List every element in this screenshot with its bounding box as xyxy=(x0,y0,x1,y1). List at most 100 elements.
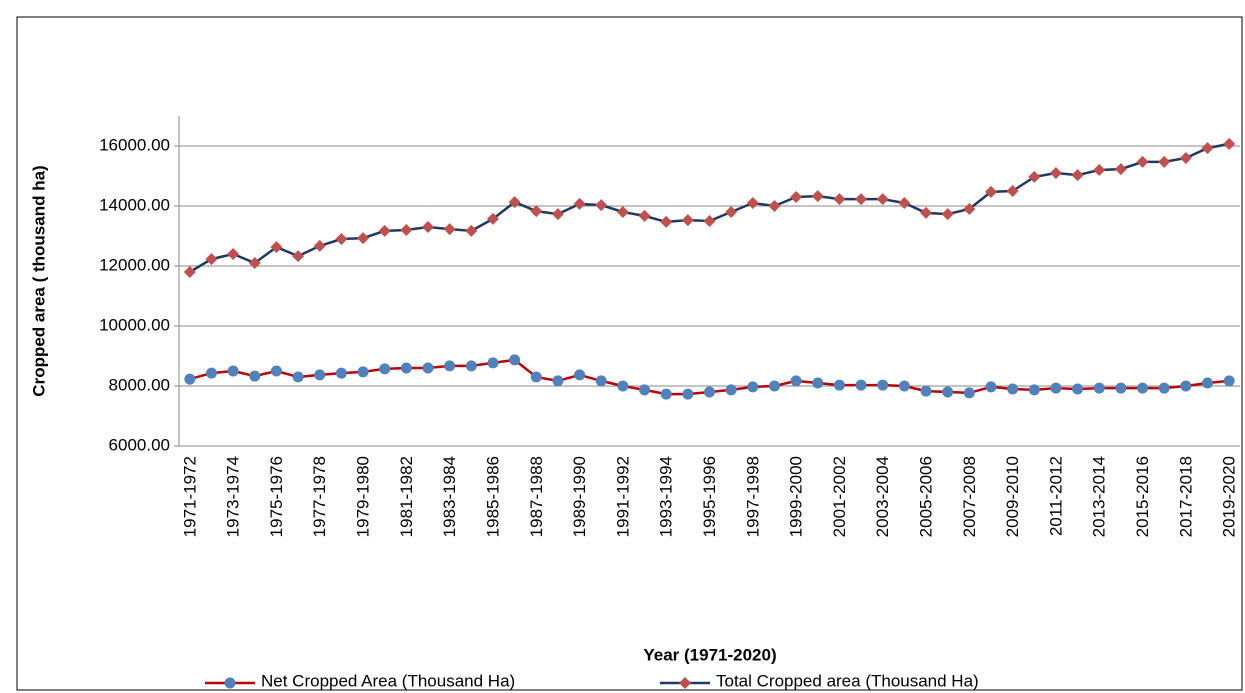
data-point xyxy=(855,379,867,391)
x-tick-label: 1999-2000 xyxy=(787,456,806,537)
data-point xyxy=(1006,185,1019,197)
data-point xyxy=(985,381,997,393)
data-point xyxy=(984,185,997,198)
data-point xyxy=(963,387,975,399)
data-point xyxy=(790,375,802,387)
data-point xyxy=(270,365,282,377)
legend-marker xyxy=(679,677,691,689)
legend-marker xyxy=(224,677,236,689)
data-point xyxy=(595,199,608,212)
legend-label: Total Cropped area (Thousand Ha) xyxy=(716,671,979,690)
y-tick-label: 10000.00 xyxy=(99,315,170,334)
x-tick-label: 2007-2008 xyxy=(960,456,979,537)
data-point xyxy=(205,253,218,266)
data-point xyxy=(378,224,391,237)
data-point xyxy=(855,193,868,206)
x-tick-label: 1995-1996 xyxy=(700,456,719,537)
data-point xyxy=(1137,382,1149,394)
data-point xyxy=(249,370,261,382)
data-point xyxy=(639,384,651,396)
data-point xyxy=(400,224,413,236)
data-point xyxy=(898,197,911,209)
data-point xyxy=(1050,382,1062,394)
data-point xyxy=(660,215,673,228)
data-point xyxy=(681,214,694,227)
data-point xyxy=(833,379,845,391)
y-tick-label: 16000.00 xyxy=(99,135,170,154)
data-point xyxy=(227,248,240,260)
x-tick-label: 1989-1990 xyxy=(570,456,589,537)
data-point xyxy=(292,250,305,263)
data-point xyxy=(812,377,824,389)
data-point xyxy=(465,224,478,237)
y-tick-label: 12000.00 xyxy=(99,255,170,274)
data-point xyxy=(963,203,976,215)
data-point xyxy=(920,385,932,397)
data-point xyxy=(1223,375,1235,387)
data-point xyxy=(747,381,759,393)
data-point xyxy=(335,233,348,245)
series-line xyxy=(189,142,1230,274)
data-point xyxy=(335,367,347,379)
data-point xyxy=(746,197,759,209)
data-point xyxy=(400,362,412,374)
x-tick-label: 1971-1972 xyxy=(180,456,199,537)
data-point xyxy=(1180,380,1192,392)
y-tick-label: 6000.00 xyxy=(109,435,170,454)
x-tick-label: 2019-2020 xyxy=(1220,456,1239,537)
data-point xyxy=(443,223,456,236)
x-tick-label: 1973-1974 xyxy=(224,456,243,537)
data-point xyxy=(876,193,889,206)
data-point xyxy=(1136,155,1149,168)
data-point xyxy=(1072,383,1084,395)
data-point xyxy=(314,369,326,381)
data-point xyxy=(379,363,391,375)
data-point xyxy=(422,221,435,233)
x-tick-label: 2005-2006 xyxy=(917,456,936,537)
data-point xyxy=(1049,167,1062,179)
x-tick-label: 1977-1978 xyxy=(310,456,329,537)
data-point xyxy=(1093,382,1105,394)
x-axis-title: Year (1971-2020) xyxy=(643,645,776,664)
data-point xyxy=(573,197,586,210)
x-tick-label: 1975-1976 xyxy=(267,456,286,537)
data-point xyxy=(833,193,846,206)
x-tick-label: 2009-2010 xyxy=(1003,456,1022,537)
x-tick-label: 1985-1986 xyxy=(483,456,502,537)
data-point xyxy=(1223,137,1236,150)
data-point xyxy=(768,380,780,392)
data-point xyxy=(292,371,304,383)
y-axis-title: Cropped area ( thousand ha) xyxy=(29,165,48,396)
x-tick-label: 1981-1982 xyxy=(397,456,416,537)
data-point xyxy=(530,205,543,218)
data-point xyxy=(1028,384,1040,396)
data-point xyxy=(1071,169,1084,182)
y-tick-label: 8000.00 xyxy=(109,375,170,394)
x-tick-label: 1997-1998 xyxy=(743,456,762,537)
data-point xyxy=(703,215,716,227)
data-point xyxy=(486,212,499,225)
x-tick-label: 2011-2012 xyxy=(1046,456,1065,536)
data-point xyxy=(248,257,261,269)
x-tick-label: 1983-1984 xyxy=(440,456,459,537)
data-point xyxy=(357,366,369,378)
chart-border xyxy=(16,16,1243,691)
data-point xyxy=(205,367,217,379)
data-point xyxy=(1115,382,1127,394)
data-point xyxy=(1093,164,1106,176)
data-point xyxy=(270,241,283,254)
data-point xyxy=(444,360,456,372)
data-point xyxy=(508,196,521,209)
data-point xyxy=(227,365,239,377)
data-point xyxy=(768,200,781,212)
data-point xyxy=(509,354,521,366)
x-tick-label: 1993-1994 xyxy=(657,456,676,537)
data-point xyxy=(942,386,954,398)
data-point xyxy=(704,386,715,398)
x-tick-label: 2003-2004 xyxy=(873,456,892,537)
data-point xyxy=(941,208,954,221)
data-point xyxy=(725,206,738,218)
data-point xyxy=(183,266,196,278)
x-tick-label: 1991-1992 xyxy=(613,456,632,537)
